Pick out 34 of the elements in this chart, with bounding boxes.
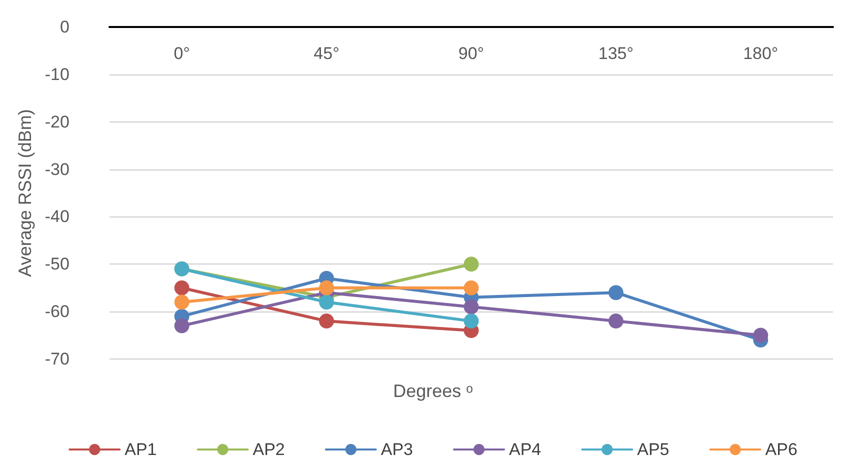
x-tick-label: 0° [174, 44, 190, 63]
legend-label: AP5 [637, 440, 670, 459]
legend-label: AP1 [124, 440, 157, 459]
point [608, 285, 624, 300]
point [464, 299, 479, 314]
point [753, 328, 768, 343]
point [174, 294, 190, 310]
y-tick-label: -30 [44, 160, 70, 179]
y-tick-label: -10 [44, 64, 70, 84]
point [464, 314, 479, 329]
legend-label: AP6 [765, 440, 798, 459]
point [464, 256, 479, 272]
legend-label: AP4 [509, 440, 542, 459]
point [174, 318, 190, 334]
x-tick-label: 135° [598, 44, 634, 63]
point [319, 314, 334, 329]
point [319, 280, 334, 296]
y-tick-label: -40 [44, 207, 70, 226]
x-tick-label: 180° [743, 44, 778, 63]
y-tick-label: -60 [44, 302, 70, 322]
x-axis-title: Degrees ᵒ [393, 381, 474, 401]
legend-label: AP3 [380, 440, 414, 459]
legend-label: AP2 [252, 440, 285, 459]
point [608, 314, 624, 329]
y-axis-title: Average RSSI (dBm) [15, 109, 35, 277]
point [174, 280, 190, 296]
y-tick-label: -20 [44, 112, 70, 132]
point [464, 280, 479, 296]
y-tick-label: 0 [60, 18, 70, 36]
x-tick-label: 90° [458, 44, 484, 63]
point [319, 294, 334, 310]
y-tick-label: -50 [44, 254, 70, 274]
y-tick-label: -70 [44, 350, 70, 368]
x-tick-label: 45° [314, 44, 340, 63]
